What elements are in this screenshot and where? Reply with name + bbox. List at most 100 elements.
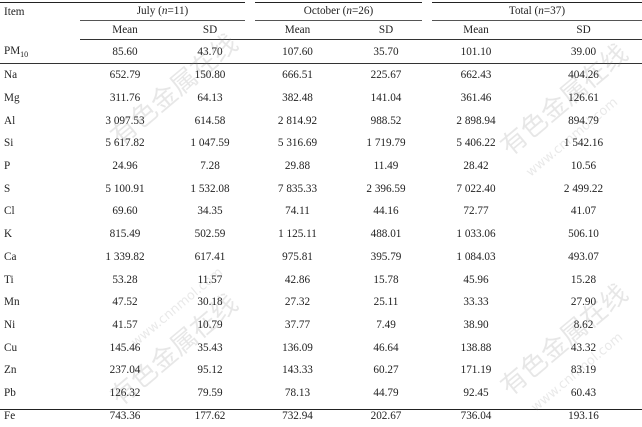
group-header-total: Total (n=37) (427, 2, 642, 21)
subheader-sd-july: SD (170, 21, 250, 40)
cell-value: 5 406.22 (427, 132, 525, 155)
cell-value: 1 339.82 (80, 246, 170, 269)
cell-value: 1 047.59 (170, 132, 250, 155)
cell-value: 3 097.53 (80, 109, 170, 132)
cell-value: 38.90 (427, 314, 525, 337)
subheader-mean-july: Mean (80, 21, 170, 40)
cell-value: 83.19 (525, 359, 642, 382)
cell-value: 28.42 (427, 155, 525, 178)
cell-value: 33.33 (427, 291, 525, 314)
cell-value: 8.62 (525, 314, 642, 337)
cell-value: 1 125.11 (250, 223, 345, 246)
cell-value: 53.28 (80, 268, 170, 291)
item-header: Item (0, 2, 80, 40)
cell-value: 60.27 (345, 359, 427, 382)
pm10-row: PM10 85.60 43.70 107.60 35.70 101.10 39.… (0, 40, 642, 64)
cell-value: 382.48 (250, 87, 345, 110)
cell-value: 5 617.82 (80, 132, 170, 155)
subheader-sd-october: SD (345, 21, 427, 40)
row-label: Ni (0, 314, 80, 337)
group-header-october: October (n=26) (250, 2, 427, 21)
cell-value: 1 532.08 (170, 177, 250, 200)
cell-value: 404.26 (525, 64, 642, 87)
cell-value: 732.94 (250, 404, 345, 427)
cell-value: 617.41 (170, 246, 250, 269)
cell-value: 11.57 (170, 268, 250, 291)
cell-value: 2 396.59 (345, 177, 427, 200)
cell-value: 136.09 (250, 336, 345, 359)
cell-value: 7.28 (170, 155, 250, 178)
row-label: PM10 (0, 40, 80, 64)
cell-value: 46.64 (345, 336, 427, 359)
cell-value: 502.59 (170, 223, 250, 246)
row-label: Mg (0, 87, 80, 110)
cell-value: 92.45 (427, 382, 525, 405)
cell-value: 41.07 (525, 200, 642, 223)
cell-value: 64.13 (170, 87, 250, 110)
cell-value: 894.79 (525, 109, 642, 132)
row-label: Mn (0, 291, 80, 314)
cell-value: 141.04 (345, 87, 427, 110)
table-bottom-rule (0, 409, 642, 410)
cell-value: 193.16 (525, 404, 642, 427)
cell-value: 666.51 (250, 64, 345, 87)
cell-value: 988.52 (345, 109, 427, 132)
cell-value: 60.43 (525, 382, 642, 405)
subheader-sd-total: SD (525, 21, 642, 40)
cell-value: 1 084.03 (427, 246, 525, 269)
cell-value: 78.13 (250, 382, 345, 405)
cell-value: 138.88 (427, 336, 525, 359)
cell-value: 35.70 (345, 40, 427, 64)
cell-value: 29.88 (250, 155, 345, 178)
cell-value: 15.78 (345, 268, 427, 291)
cell-value: 95.12 (170, 359, 250, 382)
cell-value: 2 814.92 (250, 109, 345, 132)
cell-value: 107.60 (250, 40, 345, 64)
row-label: Pb (0, 382, 80, 405)
cell-value: 34.35 (170, 200, 250, 223)
cell-value: 975.81 (250, 246, 345, 269)
row-label: Fe (0, 404, 80, 427)
cell-value: 126.61 (525, 87, 642, 110)
subheader-mean-october: Mean (250, 21, 345, 40)
subheader-row: Mean SD Mean SD Mean SD (0, 21, 642, 40)
cell-value: 126.32 (80, 382, 170, 405)
cell-value: 2 898.94 (427, 109, 525, 132)
cell-value: 506.10 (525, 223, 642, 246)
cell-value: 27.32 (250, 291, 345, 314)
cell-value: 145.46 (80, 336, 170, 359)
cell-value: 27.90 (525, 291, 642, 314)
cell-value: 44.16 (345, 200, 427, 223)
cell-value: 614.58 (170, 109, 250, 132)
cell-value: 43.32 (525, 336, 642, 359)
row-label: Na (0, 64, 80, 87)
cell-value: 47.52 (80, 291, 170, 314)
cell-value: 15.28 (525, 268, 642, 291)
row-label: Zn (0, 359, 80, 382)
cell-value: 143.33 (250, 359, 345, 382)
cell-value: 42.86 (250, 268, 345, 291)
row-label: Si (0, 132, 80, 155)
row-label: Al (0, 109, 80, 132)
cell-value: 44.79 (345, 382, 427, 405)
cell-value: 24.96 (80, 155, 170, 178)
cell-value: 736.04 (427, 404, 525, 427)
cell-value: 225.67 (345, 64, 427, 87)
row-label: Ca (0, 246, 80, 269)
group-header-july: July (n=11) (80, 2, 250, 21)
cell-value: 361.46 (427, 87, 525, 110)
row-label: P (0, 155, 80, 178)
cell-value: 311.76 (80, 87, 170, 110)
